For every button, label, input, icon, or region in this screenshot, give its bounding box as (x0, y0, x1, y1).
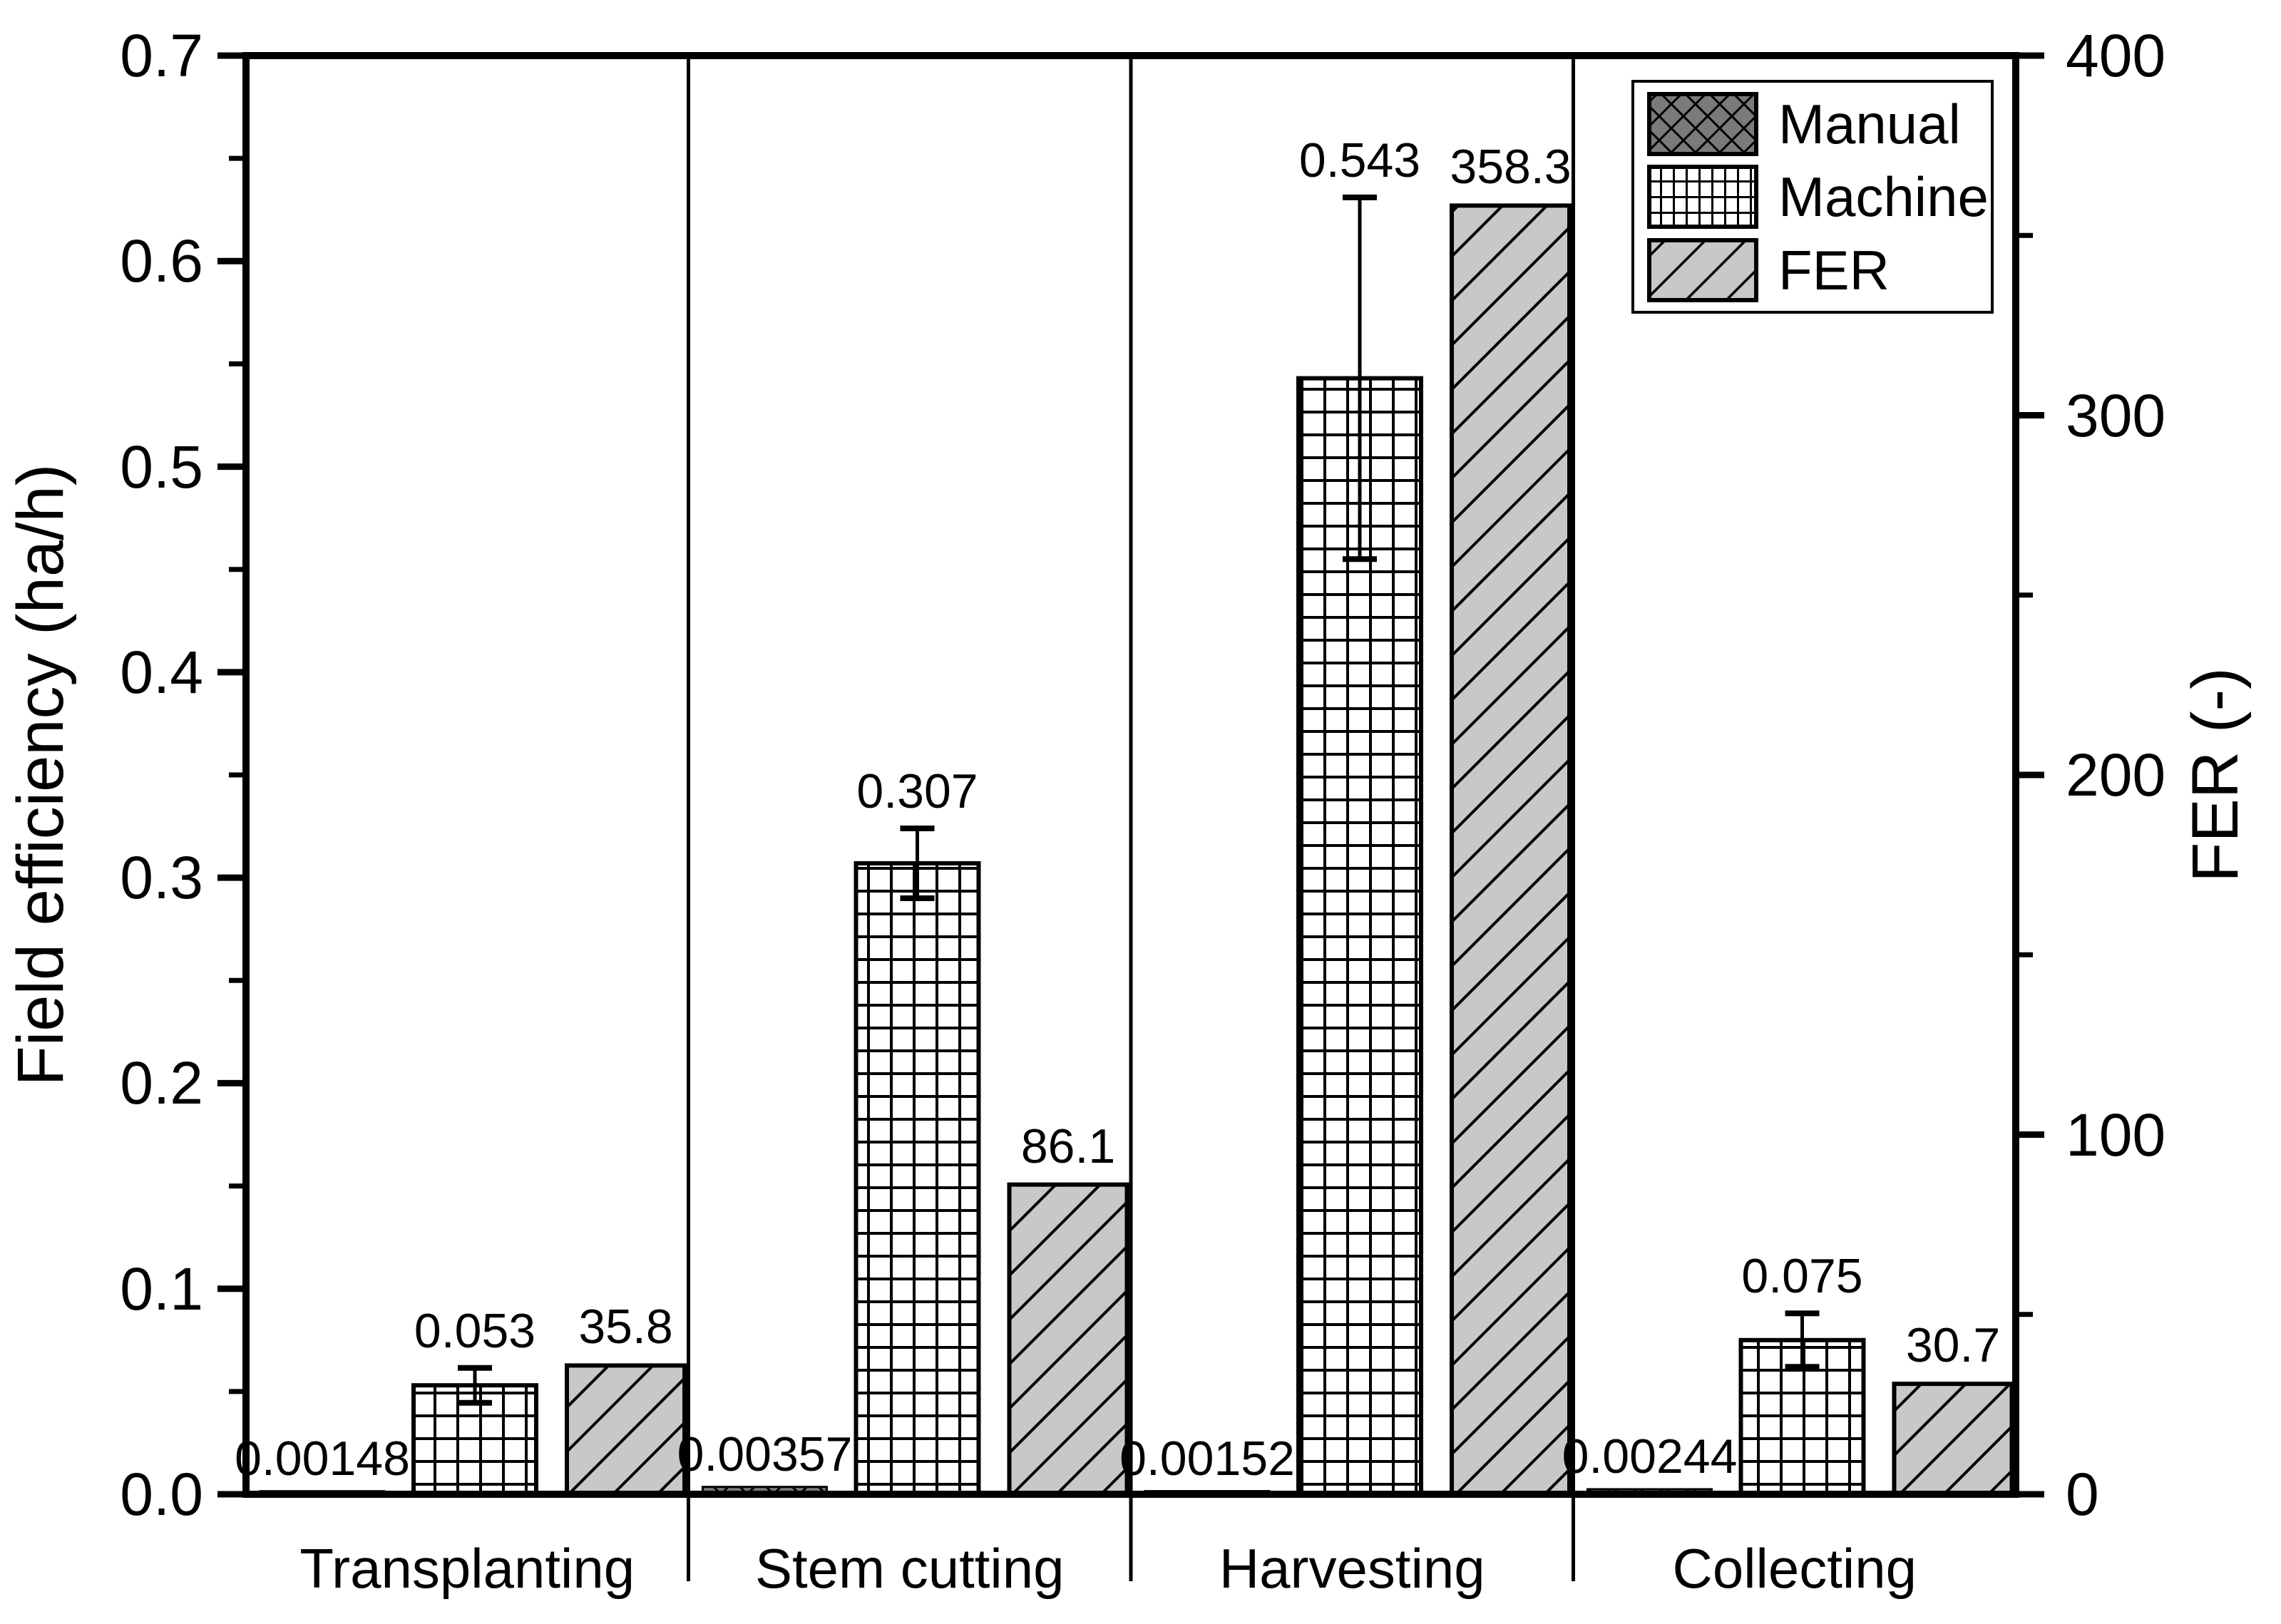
value-label-machine-stem-cutting: 0.307 (856, 764, 978, 818)
category-label-harvesting: Harvesting (1219, 1537, 1485, 1600)
left-axis-tick-label: 0.2 (120, 1049, 203, 1117)
value-label-machine-transplanting: 0.053 (414, 1303, 536, 1358)
category-label-transplanting: Transplanting (299, 1537, 635, 1600)
value-label-fer-collecting: 30.7 (1905, 1318, 2001, 1373)
left-axis-tick-label: 0.6 (120, 227, 203, 295)
bar-machine-harvesting (1296, 376, 1423, 1497)
value-label-manual-collecting: 0.00244 (1562, 1429, 1738, 1484)
left-axis-tick-label: 0.1 (120, 1255, 203, 1322)
left-axis-tick-label: 0.7 (120, 22, 203, 89)
legend-item-manual: Manual (1647, 91, 1991, 156)
right-axis-title: FER (-) (2179, 667, 2252, 883)
legend-swatch-manual-icon (1647, 91, 1758, 156)
right-axis-tick-label: 300 (2066, 381, 2166, 449)
bar-fer-transplanting (565, 1363, 687, 1497)
legend-swatch-machine-icon (1647, 165, 1758, 229)
legend-label-fer: FER (1778, 238, 1890, 302)
legend-item-machine: Machine (1647, 165, 1991, 229)
value-label-fer-stem-cutting: 86.1 (1020, 1119, 1116, 1173)
value-label-manual-stem-cutting: 0.00357 (677, 1427, 853, 1481)
value-label-fer-harvesting: 358.3 (1450, 140, 1572, 195)
value-label-manual-transplanting: 0.00148 (235, 1431, 410, 1486)
value-label-machine-collecting: 0.075 (1741, 1249, 1863, 1304)
right-axis-tick-label: 100 (2066, 1101, 2166, 1168)
left-axis-tick-label: 0.0 (120, 1461, 203, 1528)
right-axis-tick-label: 200 (2066, 741, 2166, 808)
bar-fer-stem-cutting (1007, 1182, 1129, 1496)
right-axis-tick-label: 0 (2066, 1461, 2099, 1528)
legend-swatch-fer-icon (1647, 237, 1758, 302)
value-label-manual-harvesting: 0.00152 (1119, 1431, 1295, 1486)
left-axis-tick-label: 0.3 (120, 844, 203, 912)
legend-label-manual: Manual (1778, 92, 1961, 155)
right-axis-tick-label: 400 (2066, 22, 2166, 89)
bar-machine-stem-cutting (854, 860, 981, 1497)
legend-item-fer: FER (1647, 237, 1991, 302)
left-axis-tick-label: 0.4 (120, 638, 203, 706)
bar-fer-harvesting (1450, 203, 1572, 1497)
bar-machine-collecting (1738, 1337, 1866, 1497)
bar-fer-collecting (1892, 1382, 2014, 1497)
legend: Manual Machine (1631, 80, 1994, 314)
legend-label-machine: Machine (1778, 165, 1989, 228)
category-label-stem-cutting: Stem cutting (754, 1537, 1065, 1600)
left-axis-tick-label: 0.5 (120, 433, 203, 500)
value-label-fer-transplanting: 35.8 (578, 1300, 673, 1355)
value-label-machine-harvesting: 0.543 (1298, 133, 1421, 187)
category-label-collecting: Collecting (1672, 1537, 1917, 1600)
left-axis-title: Field efficiency (ha/h) (4, 463, 77, 1086)
